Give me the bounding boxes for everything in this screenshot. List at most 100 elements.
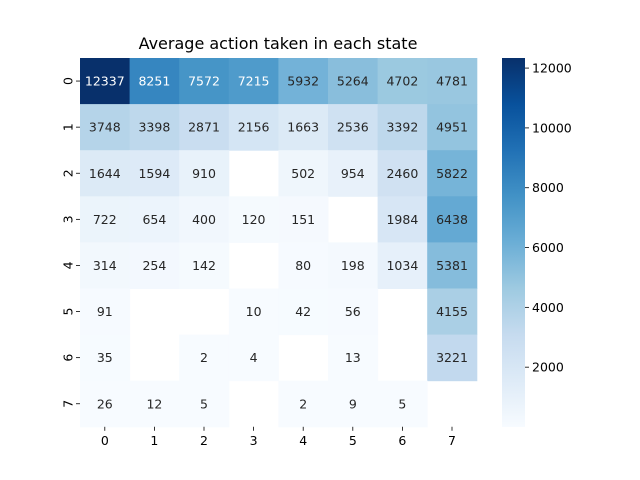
cell-value-label: 35 <box>97 350 113 365</box>
y-tick-label: 6 <box>60 354 75 362</box>
heatmap-cell <box>377 196 428 243</box>
cell-value-label: 142 <box>192 258 216 273</box>
heatmap-cell <box>129 150 180 197</box>
cell-value-label: 654 <box>142 212 166 227</box>
cell-value-label: 1644 <box>89 166 121 181</box>
cell-value-label: 10 <box>246 304 262 319</box>
heatmap-cell <box>328 288 379 336</box>
cell-value-label: 1663 <box>287 120 319 135</box>
x-tick-label: 5 <box>349 433 357 448</box>
cell-value-label: 7572 <box>188 74 220 89</box>
cell-value-label: 2536 <box>337 120 369 135</box>
heatmap-cell <box>80 288 131 336</box>
heatmap-cell <box>228 58 279 105</box>
heatmap-cell <box>179 242 230 289</box>
cell-value-label: 2871 <box>188 120 220 135</box>
heatmap-cell <box>427 334 478 382</box>
cell-value-label: 2156 <box>238 120 270 135</box>
cell-value-label: 5381 <box>436 258 468 273</box>
heatmap-cell <box>179 334 230 382</box>
heatmap-cell <box>129 196 180 243</box>
y-axis: 0 1 2 3 4 5 6 7 <box>60 77 80 408</box>
heatmap-cell <box>179 150 230 197</box>
cell-value-label: 4951 <box>436 120 468 135</box>
heatmap-cell <box>228 288 279 336</box>
heatmap-cell <box>328 58 379 105</box>
cell-value-label: 4155 <box>436 304 468 319</box>
heatmap-cell <box>80 334 131 382</box>
cell-value-label: 400 <box>192 212 216 227</box>
cell-value-label: 42 <box>295 304 311 319</box>
x-axis: 0 1 2 3 4 5 6 7 <box>101 426 456 448</box>
heatmap-cell <box>278 58 329 105</box>
colorbar-tick-label: 2000 <box>532 360 564 375</box>
heatmap-cell <box>377 150 428 197</box>
heatmap-cell <box>328 150 379 197</box>
cell-value-label: 2 <box>299 396 307 411</box>
chart-title: Average action taken in each state <box>139 34 418 53</box>
x-tick-label: 6 <box>398 433 406 448</box>
heatmap-cell <box>377 104 428 151</box>
colorbar-tick-label: 4000 <box>532 300 564 315</box>
heatmap-cell <box>179 196 230 243</box>
heatmap-cell <box>278 380 329 428</box>
cell-value-label: 26 <box>97 396 113 411</box>
cell-value-label: 151 <box>291 212 315 227</box>
heatmap-cell <box>427 196 478 243</box>
heatmap-cell <box>377 58 428 105</box>
heatmap-cell <box>278 242 329 289</box>
cell-value-label: 722 <box>93 212 117 227</box>
colorbar-tick-label: 12000 <box>532 61 572 76</box>
heatmap-cell <box>80 58 131 105</box>
heatmap-cell <box>427 288 478 336</box>
heatmap-cell <box>179 380 230 428</box>
heatmap-cell <box>129 104 180 151</box>
cell-value-label: 910 <box>192 166 216 181</box>
heatmap-cell <box>228 334 279 382</box>
cell-value-label: 13 <box>345 350 361 365</box>
cell-value-label: 5822 <box>436 166 468 181</box>
y-tick-label: 7 <box>60 400 75 408</box>
heatmap-cell <box>129 58 180 105</box>
heatmap-cell <box>80 380 131 428</box>
heatmap-cell <box>179 58 230 105</box>
cell-value-label: 954 <box>341 166 365 181</box>
colorbar-ticks: 2000 4000 6000 8000 10000 12000 <box>525 61 572 375</box>
y-tick-label: 0 <box>60 77 75 85</box>
x-tick-label: 0 <box>101 433 109 448</box>
heatmap-cell <box>427 104 478 151</box>
heatmap-cell <box>278 104 329 151</box>
cell-value-label: 5932 <box>287 74 319 89</box>
cell-value-label: 9 <box>349 396 357 411</box>
heatmap-cell <box>80 104 131 151</box>
heatmap-cell <box>179 104 230 151</box>
cell-value-label: 5 <box>398 396 406 411</box>
colorbar-tick-label: 8000 <box>532 180 564 195</box>
cell-value-label: 3398 <box>138 120 170 135</box>
heatmap-cell <box>278 288 329 336</box>
cell-value-label: 4702 <box>386 74 418 89</box>
cell-value-label: 120 <box>242 212 266 227</box>
cell-value-label: 2460 <box>386 166 418 181</box>
heatmap-cell <box>427 150 478 197</box>
cell-value-label: 254 <box>142 258 166 273</box>
cell-value-label: 4 <box>250 350 258 365</box>
cell-value-label: 3748 <box>89 120 121 135</box>
cell-value-label: 502 <box>291 166 315 181</box>
x-tick-label: 1 <box>150 433 158 448</box>
y-tick-label: 3 <box>60 215 75 223</box>
heatmap-cell <box>328 334 379 382</box>
heatmap-cell <box>278 196 329 243</box>
heatmap-cell <box>80 150 131 197</box>
cell-value-label: 8251 <box>138 74 170 89</box>
heatmap-cell <box>328 242 379 289</box>
cell-value-label: 91 <box>97 304 113 319</box>
heatmap-cell <box>80 196 131 243</box>
cell-value-label: 2 <box>200 350 208 365</box>
heatmap-cell <box>377 242 428 289</box>
heatmap-cell <box>129 242 180 289</box>
x-tick-label: 3 <box>250 433 258 448</box>
x-tick-label: 7 <box>448 433 456 448</box>
